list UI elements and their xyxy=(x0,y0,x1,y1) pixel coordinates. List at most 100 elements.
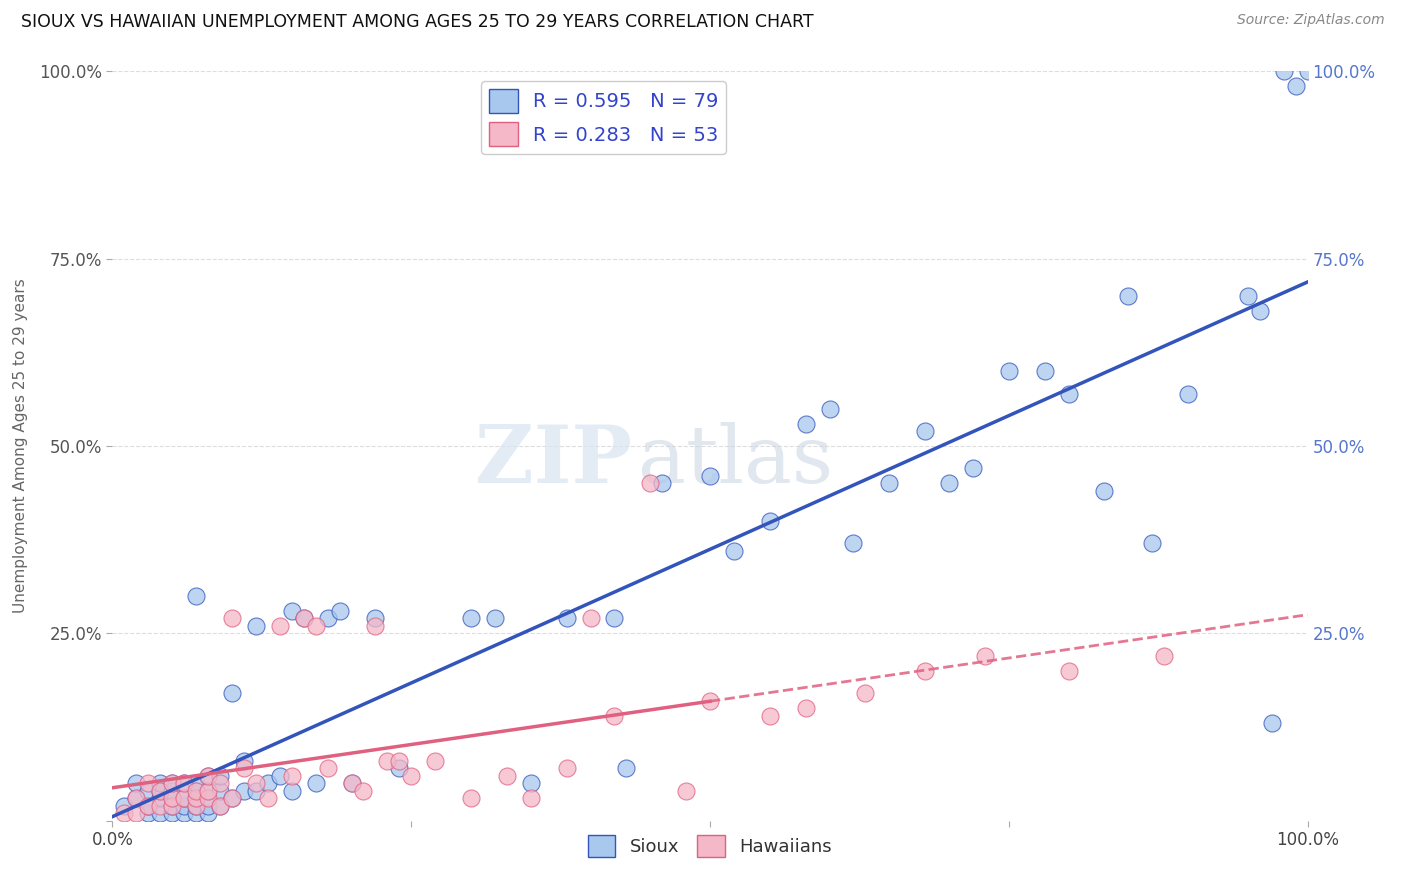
Point xyxy=(257,776,280,790)
Point xyxy=(723,544,745,558)
Text: atlas: atlas xyxy=(638,422,834,500)
Point xyxy=(125,791,148,805)
Point xyxy=(974,648,997,663)
Point xyxy=(1118,289,1140,303)
Point xyxy=(460,791,482,805)
Point xyxy=(1285,79,1308,94)
Point xyxy=(221,791,243,805)
Point xyxy=(149,776,172,790)
Point xyxy=(914,424,936,438)
Point xyxy=(1177,386,1199,401)
Text: Source: ZipAtlas.com: Source: ZipAtlas.com xyxy=(1237,13,1385,28)
Point xyxy=(186,798,208,813)
Point xyxy=(197,769,219,783)
Point xyxy=(173,791,195,805)
Point xyxy=(162,791,183,805)
Point xyxy=(305,776,328,790)
Point xyxy=(794,417,817,431)
Point xyxy=(603,708,626,723)
Point xyxy=(138,798,160,813)
Point xyxy=(340,776,363,790)
Point xyxy=(879,476,901,491)
Point xyxy=(173,776,195,790)
Point xyxy=(186,791,208,805)
Point xyxy=(352,783,374,797)
Point xyxy=(138,798,160,813)
Point xyxy=(1057,664,1080,678)
Point xyxy=(555,611,578,625)
Point xyxy=(269,769,291,783)
Point xyxy=(281,604,304,618)
Point xyxy=(998,364,1021,378)
Point xyxy=(233,754,256,768)
Point xyxy=(162,776,183,790)
Text: SIOUX VS HAWAIIAN UNEMPLOYMENT AMONG AGES 25 TO 29 YEARS CORRELATION CHART: SIOUX VS HAWAIIAN UNEMPLOYMENT AMONG AGE… xyxy=(21,13,814,31)
Point xyxy=(305,619,328,633)
Point xyxy=(340,776,363,790)
Point xyxy=(162,783,183,797)
Point xyxy=(281,769,304,783)
Point xyxy=(197,769,219,783)
Point xyxy=(699,469,721,483)
Point xyxy=(221,611,243,625)
Point xyxy=(149,791,172,805)
Point xyxy=(520,776,543,790)
Point xyxy=(197,783,219,797)
Point xyxy=(616,761,638,775)
Point xyxy=(759,514,782,528)
Point xyxy=(377,754,399,768)
Point xyxy=(221,791,243,805)
Point xyxy=(292,611,315,625)
Point xyxy=(221,686,243,700)
Point xyxy=(794,701,817,715)
Point xyxy=(114,798,135,813)
Point xyxy=(1094,483,1116,498)
Point xyxy=(269,619,291,633)
Point xyxy=(1153,648,1175,663)
Point xyxy=(818,401,841,416)
Point xyxy=(209,769,232,783)
Point xyxy=(316,611,339,625)
Point xyxy=(162,806,183,821)
Point xyxy=(209,776,232,790)
Point xyxy=(1142,536,1164,550)
Point xyxy=(579,611,602,625)
Point xyxy=(292,611,315,625)
Point xyxy=(1033,364,1056,378)
Point xyxy=(484,611,506,625)
Point xyxy=(197,791,219,805)
Point xyxy=(914,664,936,678)
Point xyxy=(149,783,172,797)
Point xyxy=(209,798,232,813)
Point xyxy=(1296,64,1319,78)
Point xyxy=(245,619,267,633)
Y-axis label: Unemployment Among Ages 25 to 29 years: Unemployment Among Ages 25 to 29 years xyxy=(13,278,28,614)
Point xyxy=(855,686,877,700)
Point xyxy=(316,761,339,775)
Point xyxy=(162,798,183,813)
Point xyxy=(138,783,160,797)
Point xyxy=(1272,64,1295,78)
Point xyxy=(209,798,232,813)
Point xyxy=(842,536,865,550)
Point xyxy=(603,611,626,625)
Point xyxy=(173,776,195,790)
Point xyxy=(162,791,183,805)
Point xyxy=(186,783,208,797)
Point xyxy=(149,783,172,797)
Point xyxy=(186,776,208,790)
Point xyxy=(496,769,519,783)
Point xyxy=(675,783,697,797)
Text: ZIP: ZIP xyxy=(475,422,633,500)
Point xyxy=(197,783,219,797)
Point xyxy=(125,776,148,790)
Point xyxy=(962,461,984,475)
Point xyxy=(425,754,447,768)
Point xyxy=(233,783,256,797)
Point xyxy=(388,761,411,775)
Point xyxy=(364,619,387,633)
Point xyxy=(555,761,578,775)
Point xyxy=(651,476,673,491)
Point xyxy=(640,476,662,491)
Point xyxy=(138,776,160,790)
